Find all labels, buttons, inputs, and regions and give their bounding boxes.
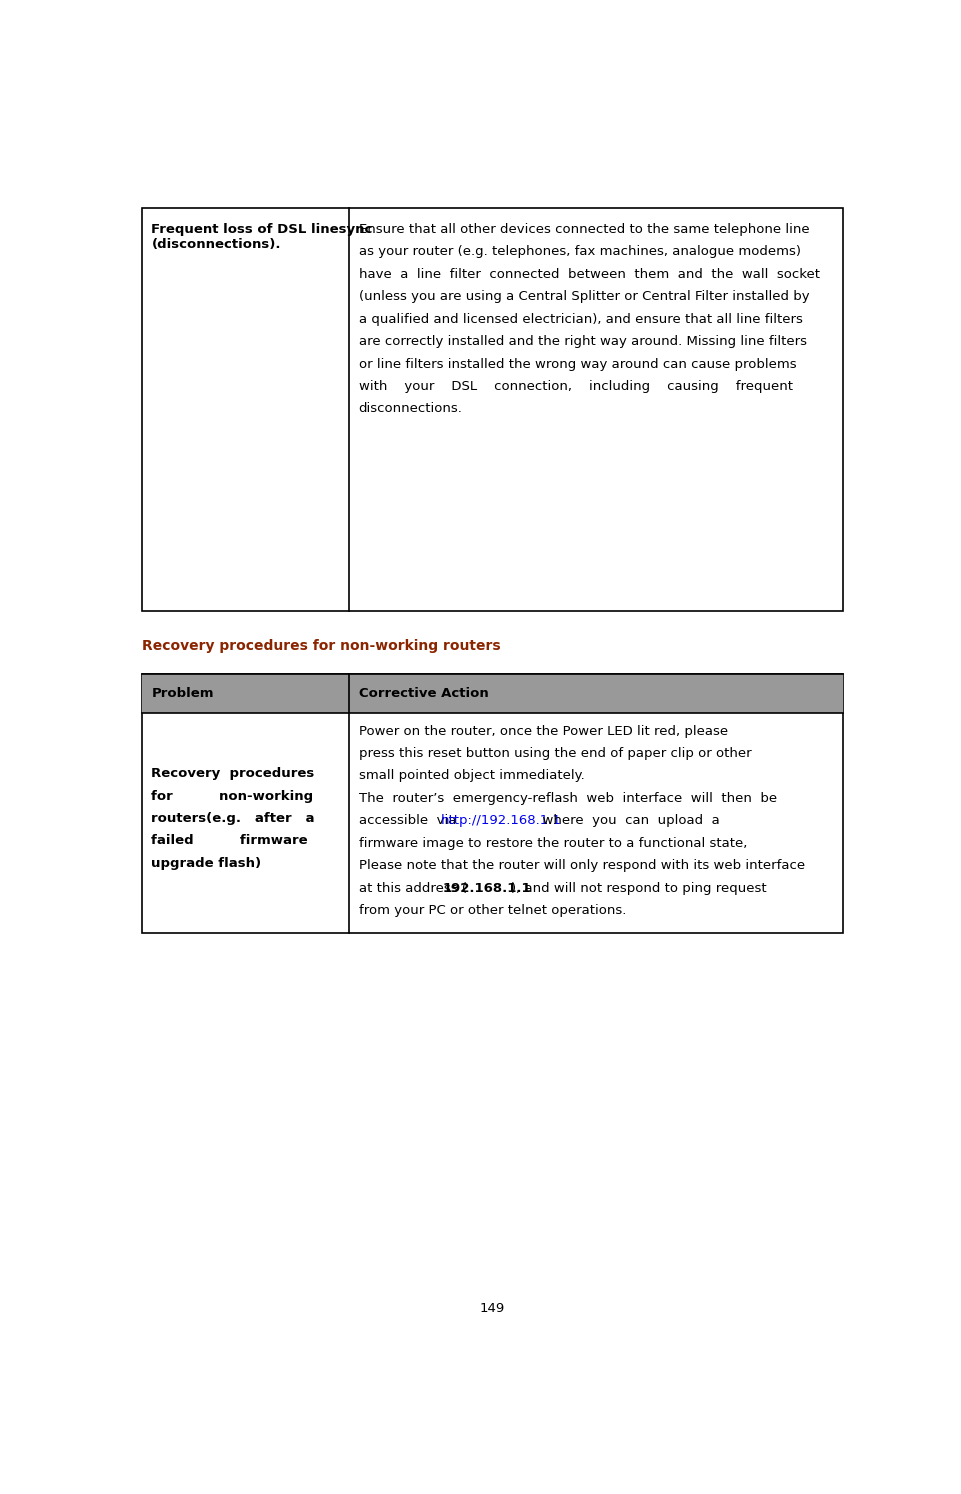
Text: firmware image to restore the router to a functional state,: firmware image to restore the router to … bbox=[358, 837, 747, 850]
Text: Recovery procedures for non-working routers: Recovery procedures for non-working rout… bbox=[142, 639, 501, 653]
Text: with    your    DSL    connection,    including    causing    frequent: with your DSL connection, including caus… bbox=[358, 379, 793, 393]
Text: Please note that the router will only respond with its web interface: Please note that the router will only re… bbox=[358, 859, 804, 872]
Text: for          non-working: for non-working bbox=[152, 789, 313, 802]
Text: are correctly installed and the right way around. Missing line filters: are correctly installed and the right wa… bbox=[358, 335, 806, 348]
Text: routers(e.g.   after   a: routers(e.g. after a bbox=[152, 813, 315, 825]
Text: ), and will not respond to ping request: ), and will not respond to ping request bbox=[511, 881, 767, 895]
Text: Recovery  procedures: Recovery procedures bbox=[152, 766, 314, 780]
Text: accessible  via: accessible via bbox=[358, 814, 464, 828]
Text: press this reset button using the end of paper clip or other: press this reset button using the end of… bbox=[358, 747, 752, 760]
Text: Corrective Action: Corrective Action bbox=[358, 687, 488, 701]
Text: as your router (e.g. telephones, fax machines, analogue modems): as your router (e.g. telephones, fax mac… bbox=[358, 245, 801, 258]
Text: a qualified and licensed electrician), and ensure that all line filters: a qualified and licensed electrician), a… bbox=[358, 312, 802, 326]
Text: disconnections.: disconnections. bbox=[358, 402, 462, 415]
FancyBboxPatch shape bbox=[142, 674, 843, 713]
Text: The  router’s  emergency-reflash  web  interface  will  then  be: The router’s emergency-reflash web inter… bbox=[358, 792, 776, 805]
Text: small pointed object immediately.: small pointed object immediately. bbox=[358, 769, 584, 783]
Text: Power on the router, once the Power LED lit red, please: Power on the router, once the Power LED … bbox=[358, 725, 727, 738]
Text: Frequent loss of DSL linesync
(disconnections).: Frequent loss of DSL linesync (disconnec… bbox=[152, 223, 373, 251]
FancyBboxPatch shape bbox=[142, 208, 843, 611]
Text: or line filters installed the wrong way around can cause problems: or line filters installed the wrong way … bbox=[358, 357, 797, 371]
Text: Ensure that all other devices connected to the same telephone line: Ensure that all other devices connected … bbox=[358, 223, 809, 236]
Text: failed          firmware: failed firmware bbox=[152, 835, 308, 847]
Text: 149: 149 bbox=[480, 1303, 505, 1315]
FancyBboxPatch shape bbox=[142, 674, 843, 932]
Text: at this address (: at this address ( bbox=[358, 881, 467, 895]
Text: have  a  line  filter  connected  between  them  and  the  wall  socket: have a line filter connected between the… bbox=[358, 267, 820, 281]
Text: upgrade flash): upgrade flash) bbox=[152, 858, 261, 870]
Text: (unless you are using a Central Splitter or Central Filter installed by: (unless you are using a Central Splitter… bbox=[358, 290, 809, 303]
Text: 192.168.1.1: 192.168.1.1 bbox=[442, 881, 531, 895]
Text: Problem: Problem bbox=[152, 687, 214, 701]
Text: from your PC or other telnet operations.: from your PC or other telnet operations. bbox=[358, 904, 626, 917]
Text: http://192.168.1.1: http://192.168.1.1 bbox=[441, 814, 561, 828]
Text: where  you  can  upload  a: where you can upload a bbox=[534, 814, 720, 828]
